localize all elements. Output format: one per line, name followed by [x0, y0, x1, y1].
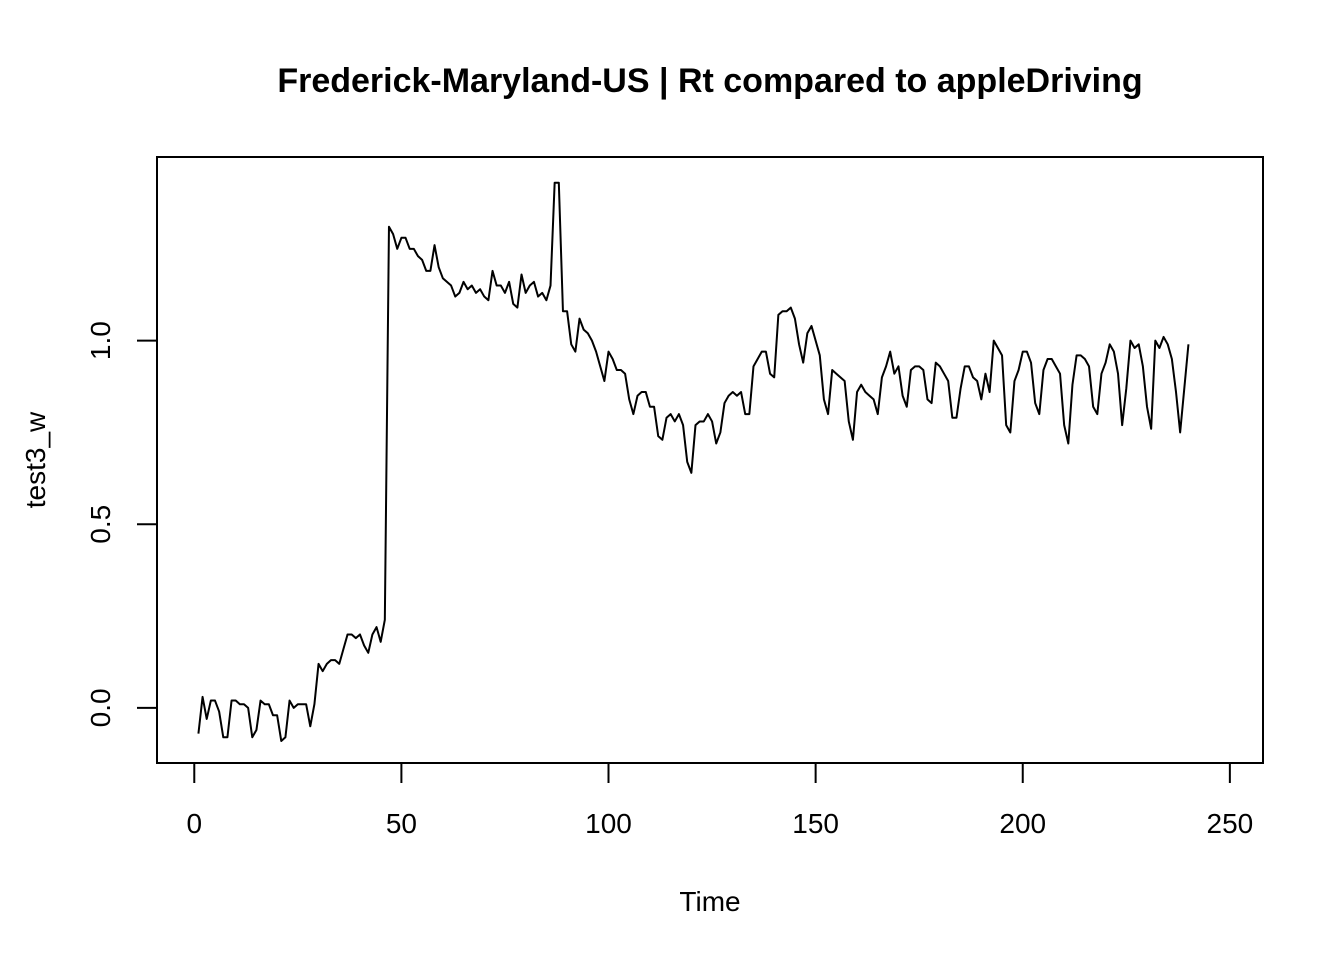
y-axis: 0.0 0.5 1.0	[85, 321, 158, 727]
x-tick-label: 250	[1207, 808, 1254, 839]
x-axis-label: Time	[679, 886, 740, 917]
x-tick-label: 0	[186, 808, 202, 839]
x-tick-label: 100	[585, 808, 632, 839]
series-line	[197, 181, 1190, 742]
y-tick-label: 0.5	[85, 505, 116, 544]
chart-title: Frederick-Maryland-US | Rt compared to a…	[277, 62, 1142, 100]
x-tick-label: 200	[999, 808, 1046, 839]
x-tick-label: 50	[386, 808, 417, 839]
x-axis: 0 50 100 150 200 250	[186, 762, 1254, 839]
y-axis-label: test3_w	[20, 411, 51, 508]
data-points	[197, 182, 1189, 742]
y-tick-label: 0.0	[85, 688, 116, 727]
x-tick-label: 150	[792, 808, 839, 839]
y-tick-label: 1.0	[85, 321, 116, 360]
